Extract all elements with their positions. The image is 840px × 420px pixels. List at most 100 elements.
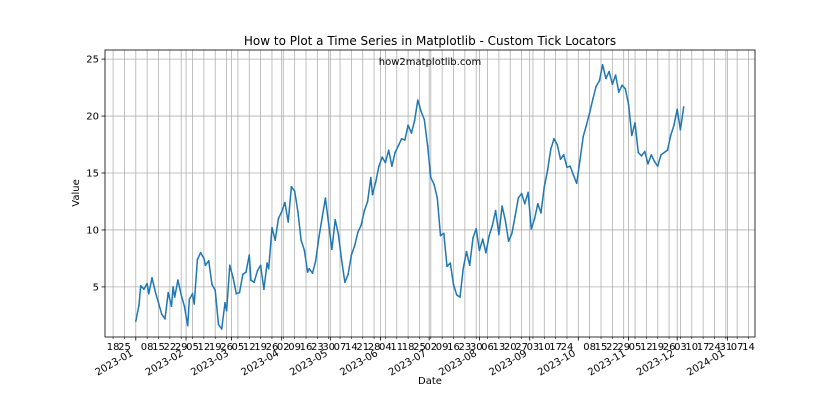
- data-point: [533, 217, 536, 220]
- data-point: [188, 298, 191, 301]
- data-point: [455, 294, 458, 296]
- x-minor-tick-label: 08: [583, 342, 596, 353]
- data-point: [679, 128, 682, 131]
- data-point: [472, 237, 474, 239]
- data-point: [271, 226, 273, 229]
- data-point: [660, 154, 662, 156]
- data-point: [631, 134, 633, 137]
- data-point: [135, 320, 137, 322]
- x-minor-tick-label: 10: [538, 342, 551, 353]
- data-point: [400, 138, 403, 140]
- data-point: [340, 259, 343, 262]
- data-point: [224, 302, 226, 304]
- data-point: [321, 216, 324, 219]
- data-point: [647, 163, 649, 165]
- x-minor-tick-label: 31: [719, 342, 732, 353]
- data-point: [253, 281, 255, 284]
- data-point: [290, 185, 293, 188]
- y-axis-label: Value: [71, 179, 82, 206]
- x-minor-tick-label: 16: [447, 342, 460, 353]
- data-point: [494, 209, 497, 212]
- data-point: [682, 106, 685, 108]
- data-point: [527, 191, 529, 194]
- plot-frame: [104, 49, 756, 338]
- data-point: [443, 232, 445, 235]
- data-point: [186, 324, 189, 327]
- data-point: [327, 223, 330, 226]
- x-minor-tick-label: 03: [674, 342, 687, 353]
- data-point: [537, 202, 539, 205]
- x-minor-tick-label: 26: [220, 342, 233, 353]
- data-point: [417, 99, 419, 101]
- x-minor-tick-label: 20: [504, 342, 517, 353]
- x-minor-tick-label: 15: [152, 342, 165, 353]
- x-minor-tick-label: 07: [731, 342, 744, 353]
- data-point: [173, 296, 176, 298]
- x-minor-tick-label: 29: [617, 342, 630, 353]
- data-point: [314, 259, 317, 262]
- data-point: [280, 210, 283, 213]
- data-point: [366, 200, 369, 203]
- data-point: [621, 84, 623, 87]
- data-point: [413, 119, 416, 122]
- data-point: [430, 176, 432, 179]
- data-point: [575, 182, 578, 185]
- x-minor-tick-label: 02: [277, 342, 290, 353]
- data-point: [618, 91, 620, 93]
- y-tick-label: 20: [86, 112, 99, 123]
- data-point: [546, 169, 549, 172]
- data-point: [669, 134, 672, 137]
- data-point: [514, 215, 516, 218]
- data-point: [459, 296, 461, 298]
- data-point: [582, 135, 584, 138]
- data-point: [640, 155, 643, 157]
- data-point: [191, 292, 194, 295]
- x-axis-label: Date: [418, 376, 442, 387]
- data-point: [308, 267, 311, 270]
- x-minor-tick-label: 24: [708, 342, 721, 353]
- data-point: [530, 228, 533, 230]
- x-minor-tick-label: 19: [651, 342, 664, 353]
- x-minor-tick-label: 14: [345, 342, 358, 353]
- x-minor-tick-label: 23: [311, 342, 324, 353]
- data-point: [439, 234, 442, 237]
- data-point: [462, 267, 465, 270]
- x-minor-tick-label: 03: [527, 342, 540, 353]
- data-point: [267, 267, 270, 270]
- data-point: [498, 233, 500, 236]
- data-point: [608, 70, 610, 73]
- data-point: [263, 288, 265, 291]
- data-point: [154, 290, 156, 293]
- data-point: [436, 197, 439, 199]
- data-point: [324, 197, 327, 199]
- data-point: [245, 271, 247, 273]
- data-point: [407, 124, 409, 126]
- data-point: [334, 218, 337, 221]
- x-minor-tick-label: 22: [163, 342, 176, 353]
- data-point: [524, 202, 526, 205]
- x-minor-tick-label: 24: [561, 342, 574, 353]
- data-point: [579, 159, 581, 162]
- data-point: [572, 174, 575, 177]
- data-point: [238, 291, 241, 294]
- data-point: [337, 233, 340, 236]
- data-point: [306, 271, 309, 273]
- data-point: [139, 285, 142, 287]
- data-point: [167, 291, 169, 294]
- data-point: [378, 165, 380, 167]
- data-point: [488, 234, 491, 237]
- data-point: [344, 281, 346, 284]
- x-minor-tick-label: 07: [334, 342, 347, 353]
- data-point: [569, 165, 571, 167]
- series-line: [135, 64, 685, 330]
- data-point: [350, 254, 353, 256]
- data-point: [449, 262, 452, 264]
- data-point: [220, 328, 223, 330]
- x-minor-tick-label: 09: [436, 342, 449, 353]
- data-point: [360, 224, 362, 227]
- data-point: [423, 118, 426, 121]
- data-point: [562, 154, 565, 156]
- data-point: [611, 83, 614, 85]
- data-point: [196, 258, 199, 261]
